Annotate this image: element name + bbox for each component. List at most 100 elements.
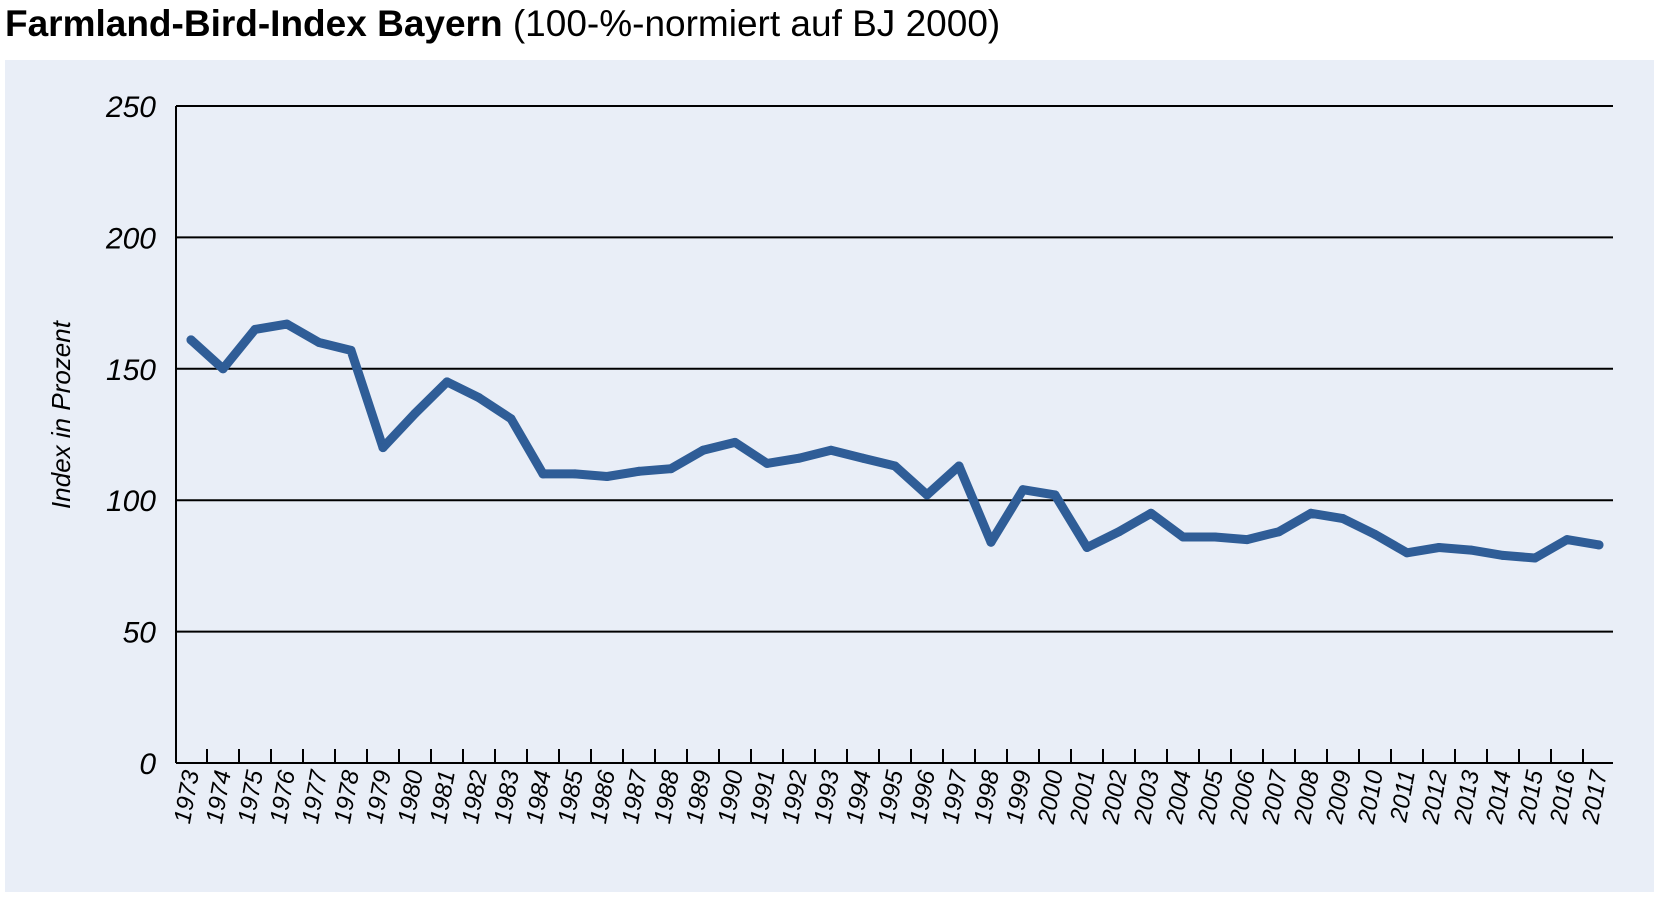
chart-title-subtitle: (100-%-normiert auf BJ 2000) — [512, 3, 1001, 44]
data-point — [634, 466, 644, 476]
data-point — [474, 393, 484, 403]
data-point — [282, 319, 292, 329]
x-tick-label: 1989 — [681, 768, 717, 825]
x-tick-label: 2007 — [1257, 767, 1293, 827]
data-point — [346, 345, 356, 355]
x-tick-label: 2001 — [1065, 768, 1101, 826]
data-point — [1530, 553, 1540, 563]
data-point — [1018, 485, 1028, 495]
x-tick-label: 1995 — [873, 768, 909, 826]
x-tick-label: 2002 — [1097, 768, 1133, 826]
chart-panel — [5, 60, 1654, 892]
data-point — [186, 335, 196, 345]
x-tick-label: 1997 — [937, 767, 973, 826]
x-tick-label: 2000 — [1033, 768, 1069, 827]
x-tick-label: 1974 — [201, 768, 237, 825]
series-lines — [186, 319, 1604, 563]
y-tick-label: 200 — [105, 222, 156, 255]
x-tick-label: 1984 — [521, 768, 557, 825]
x-tick-label: 1979 — [361, 768, 397, 825]
x-tick-label: 1994 — [841, 768, 877, 825]
data-point — [762, 458, 772, 468]
data-point — [1082, 543, 1092, 552]
data-point — [602, 472, 612, 481]
x-tick-label: 1978 — [329, 768, 365, 826]
gridlines — [176, 105, 1613, 633]
data-point — [954, 461, 964, 471]
x-tick-label: 2003 — [1129, 768, 1165, 827]
data-point — [442, 377, 452, 387]
data-point — [858, 453, 868, 463]
data-point — [1498, 550, 1508, 560]
data-point — [1594, 540, 1604, 550]
x-tick-label: 2004 — [1161, 768, 1197, 826]
x-tick-label: 1992 — [777, 768, 813, 825]
x-tick-label: 1976 — [265, 768, 301, 826]
x-tick-label: 1996 — [905, 768, 941, 826]
x-tick-label: 1993 — [809, 768, 845, 826]
x-tick-label: 1986 — [585, 768, 621, 826]
x-tick-label: 1990 — [713, 768, 749, 826]
x-tick-label: 2013 — [1449, 768, 1485, 827]
data-point — [698, 445, 708, 455]
x-tick-label: 1998 — [969, 768, 1005, 826]
y-tick-label: 100 — [106, 485, 156, 518]
x-tick-label: 1988 — [649, 768, 685, 826]
x-tick-label: 2016 — [1545, 768, 1581, 827]
data-point — [1434, 543, 1444, 552]
data-point — [1146, 508, 1156, 518]
data-point — [1274, 527, 1284, 537]
y-tick-label: 50 — [123, 617, 157, 650]
x-tick-label: 1981 — [425, 768, 461, 825]
data-point — [1114, 527, 1124, 537]
data-point — [1242, 535, 1252, 545]
data-point — [218, 364, 228, 374]
y-tick-label: 0 — [139, 748, 156, 781]
data-point — [1306, 508, 1316, 518]
x-tick-label: 1999 — [1001, 768, 1037, 825]
data-point — [314, 338, 324, 347]
x-tick-label: 1983 — [489, 768, 525, 826]
data-point — [794, 453, 804, 463]
data-point — [538, 469, 548, 479]
chart-title: Farmland-Bird-Index Bayern (100-%-normie… — [5, 2, 1000, 46]
data-point — [986, 537, 996, 547]
y-tick-labels: 0 50 100 150 200 250 — [105, 91, 156, 781]
axes — [175, 106, 1613, 764]
chart-title-main: Farmland-Bird-Index Bayern — [5, 3, 503, 44]
data-point — [826, 445, 836, 455]
data-point — [1338, 514, 1348, 524]
data-point — [890, 461, 900, 471]
x-tick-label: 2010 — [1353, 768, 1389, 827]
x-tick-labels: 1973197419751976197719781979198019811982… — [169, 767, 1613, 827]
data-point — [506, 414, 516, 424]
data-point — [1050, 490, 1060, 500]
x-tick-label: 2011 — [1385, 768, 1421, 824]
data-point — [410, 409, 420, 418]
x-tick-label: 2008 — [1289, 768, 1325, 827]
x-tick-label: 2012 — [1417, 768, 1453, 826]
series-line — [186, 319, 1604, 563]
x-tick-label: 1977 — [297, 767, 333, 826]
data-point — [378, 443, 388, 453]
x-tick-label: 2005 — [1193, 768, 1229, 827]
data-point — [1562, 535, 1572, 545]
x-tick-label: 1973 — [169, 768, 205, 826]
data-point — [666, 464, 676, 474]
y-axis-label: Index in Prozent — [46, 319, 76, 509]
data-point — [922, 490, 932, 500]
data-point — [1370, 529, 1380, 539]
y-tick-label: 150 — [106, 354, 156, 387]
x-tick-label: 1985 — [553, 768, 589, 826]
data-point — [570, 469, 580, 479]
data-point — [730, 437, 740, 447]
x-tick-label: 2017 — [1577, 767, 1613, 827]
data-point — [1402, 548, 1412, 558]
x-tick-label: 1975 — [233, 768, 269, 826]
data-point — [250, 324, 260, 334]
x-tick-label: 2006 — [1225, 768, 1261, 827]
x-tick-label: 1991 — [745, 768, 781, 825]
x-tick-label: 2014 — [1481, 768, 1517, 826]
x-tick-label: 1987 — [617, 767, 653, 826]
